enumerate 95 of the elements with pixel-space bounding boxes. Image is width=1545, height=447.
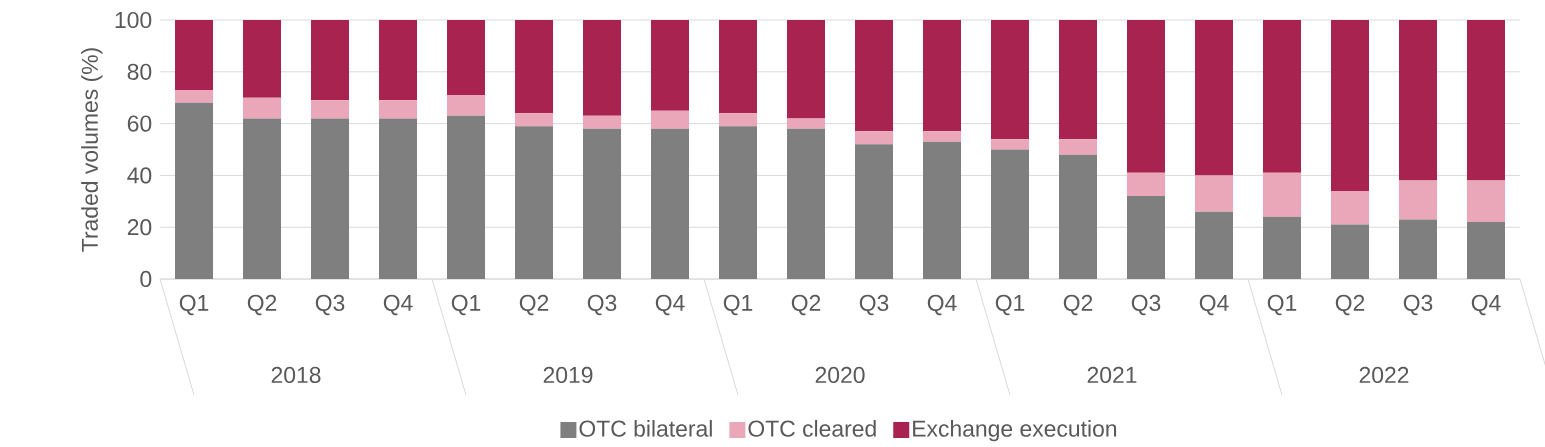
bar: [855, 19, 894, 132]
bar: [447, 95, 486, 116]
x-tick-label: Q1: [179, 294, 209, 316]
y-tick-label: 100: [115, 11, 152, 29]
x-tick-label: Q4: [1471, 294, 1501, 316]
bar: [991, 19, 1030, 140]
bar: [1059, 154, 1098, 279]
bar: [515, 126, 554, 279]
bar: [1195, 19, 1233, 176]
bar: [1467, 19, 1505, 181]
x-tick-label: Q1: [451, 294, 481, 316]
bar: [1127, 19, 1166, 173]
bar: [991, 149, 1030, 279]
bar: [1399, 219, 1437, 279]
text: 2021: [1087, 366, 1137, 384]
x-tick-label: Q4: [927, 294, 957, 316]
bar: [651, 110, 690, 129]
bar: [1331, 224, 1369, 279]
x-tick-label: Q3: [1403, 294, 1433, 316]
y-tick-label: 60: [127, 115, 152, 132]
bar: [1263, 216, 1301, 279]
x-tick-label: Q1: [995, 294, 1025, 316]
bar: [243, 118, 282, 279]
bar: [1331, 190, 1369, 225]
bar: [787, 19, 826, 119]
text: 2018: [271, 366, 321, 384]
bar: [923, 141, 962, 279]
x-tick-label: Q3: [587, 294, 617, 316]
legend-label: OTC bilateral: [579, 419, 712, 437]
x-tick-label: Q1: [723, 294, 753, 316]
bar: [175, 89, 214, 103]
bar: [447, 19, 486, 96]
bar: [923, 131, 962, 142]
bar: [1399, 19, 1437, 181]
bar: [855, 131, 894, 145]
bar: [991, 139, 1030, 150]
bar: [1399, 180, 1437, 220]
bar: [311, 100, 350, 119]
bar: [515, 19, 554, 114]
bar: [923, 19, 962, 132]
x-tick-label: Q2: [791, 294, 821, 316]
bar: [1467, 180, 1505, 223]
text: 2022: [1359, 366, 1409, 384]
text: 2019: [543, 366, 593, 384]
bar: [1127, 172, 1166, 197]
bar: [651, 128, 690, 279]
x-tick-label: Q4: [383, 294, 413, 316]
bar: [719, 126, 758, 279]
bar: [787, 118, 826, 129]
bar: [719, 113, 758, 127]
y-axis-title: Traded volumes (%): [81, 48, 103, 252]
bar: [243, 97, 282, 119]
bar: [787, 128, 826, 279]
x-tick-label: Q3: [859, 294, 889, 316]
bar: [719, 19, 758, 114]
x-tick-label: Q1: [1267, 294, 1297, 316]
bar: [311, 19, 350, 101]
bar: [1263, 19, 1301, 173]
bar: [1195, 211, 1233, 279]
bar: [1059, 139, 1098, 155]
x-tick-label: Q4: [1199, 294, 1229, 316]
x-tick-label: Q2: [1063, 294, 1093, 316]
bar: [379, 100, 418, 119]
x-tick-label: Q3: [315, 294, 345, 316]
x-tick-label: Q2: [247, 294, 277, 316]
bar: [447, 115, 486, 279]
bar: [311, 118, 350, 279]
bar: [583, 19, 622, 116]
x-tick-label: Q2: [519, 294, 549, 316]
y-tick-label: 20: [127, 219, 152, 236]
bar: [175, 19, 214, 90]
bar: [379, 118, 418, 279]
bar: [379, 19, 418, 101]
bar: [1331, 19, 1369, 191]
bar: [583, 128, 622, 279]
y-tick-label: 80: [127, 63, 152, 80]
bar: [175, 102, 214, 279]
bar: [1059, 19, 1098, 140]
bar: [651, 19, 690, 111]
y-tick-label: 40: [127, 167, 152, 184]
x-tick-label: Q4: [655, 294, 685, 316]
legend-label: OTC cleared: [748, 419, 876, 437]
bar: [1127, 196, 1166, 279]
y-tick-label: 0: [140, 270, 152, 288]
legend-label: Exchange execution: [913, 419, 1117, 442]
x-tick-label: Q3: [1131, 294, 1161, 316]
x-tick-label: Q2: [1335, 294, 1365, 316]
bar: [1195, 175, 1233, 212]
bar: [583, 115, 622, 129]
bar: [1263, 172, 1301, 217]
bar: [243, 19, 282, 98]
bar: [855, 144, 894, 279]
bar: [1467, 222, 1505, 279]
bar: [515, 113, 554, 127]
text: 2020: [815, 366, 865, 384]
